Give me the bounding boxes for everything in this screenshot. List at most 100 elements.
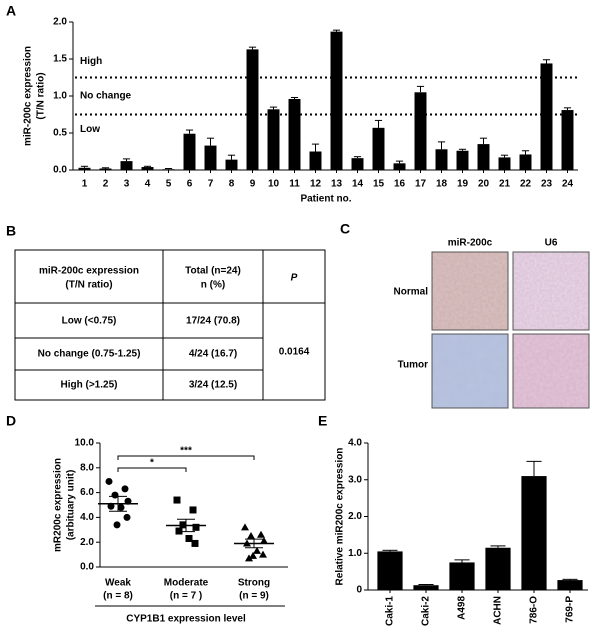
y-tick-label: 0.0	[53, 165, 67, 176]
bar	[351, 158, 364, 170]
point	[241, 523, 249, 531]
x-tick-label: Weak	[105, 578, 131, 589]
y-tick-label: 1.0	[53, 91, 67, 102]
ihc-texture	[432, 252, 508, 330]
column-label: U6	[545, 238, 558, 249]
point	[111, 491, 119, 499]
y-tick-label: 0	[356, 585, 362, 596]
table-header: miR-200c expression	[39, 266, 139, 277]
point	[257, 530, 265, 538]
x-tick-label: Strong	[238, 578, 270, 589]
bar	[435, 149, 448, 170]
x-tick-label: 10	[268, 179, 280, 190]
point	[105, 477, 113, 485]
ihc-images: miR-200c U6 Normal Tumor	[394, 238, 590, 409]
ihc-texture	[513, 334, 589, 408]
x-tick-label: 22	[520, 179, 532, 190]
x-tick-note: (n = 9)	[239, 591, 269, 602]
x-axis-label: Patient no.	[300, 194, 351, 205]
significance-label: ***	[180, 446, 192, 457]
bar	[557, 580, 583, 590]
panel-label: A	[6, 3, 16, 19]
table-header: P	[291, 273, 298, 284]
y-tick-label: 4.0	[348, 438, 362, 449]
row-label: Tumor	[398, 360, 428, 371]
bar	[449, 562, 475, 590]
y-axis-label: mR200c expression	[53, 458, 64, 552]
bar	[561, 110, 574, 170]
annotation: No change	[80, 91, 132, 102]
bar	[162, 169, 175, 170]
y-axis-label: miR-200c expression	[23, 46, 34, 146]
panel-label: C	[340, 221, 350, 237]
bar	[377, 551, 403, 590]
x-tick-label: Caki-2	[421, 596, 432, 626]
table-cell: Low (<0.75)	[62, 316, 117, 327]
x-tick-label: 21	[499, 179, 511, 190]
point	[117, 503, 125, 511]
table-header: Total (n=24)	[185, 266, 241, 277]
bar	[456, 150, 469, 170]
x-tick-label: Caki-1	[385, 596, 396, 626]
x-tick-note: (n = 8)	[103, 591, 133, 602]
bar	[225, 159, 238, 170]
x-tick-label: 8	[229, 179, 235, 190]
table-cell: 4/24 (16.7)	[189, 349, 237, 360]
bar	[120, 161, 133, 170]
y-axis-label: (arbituary unit)	[66, 470, 77, 541]
bar	[414, 92, 427, 170]
y-tick-label: 10.0	[75, 438, 95, 449]
y-tick-label: 1.5	[53, 54, 67, 65]
point	[121, 485, 129, 493]
x-tick-label: 9	[250, 179, 256, 190]
point	[191, 539, 199, 547]
table-cell: 17/24 (70.8)	[186, 316, 240, 327]
point	[173, 496, 181, 504]
ihc-texture	[432, 334, 508, 408]
x-tick-note: (n = 7 )	[170, 591, 203, 602]
bar	[183, 133, 196, 170]
point	[253, 546, 261, 554]
x-tick-label: 17	[415, 179, 427, 190]
bar	[309, 151, 322, 170]
panel-label: D	[6, 413, 16, 429]
panel-label: B	[6, 223, 16, 239]
significance-bracket	[117, 455, 255, 460]
point	[259, 550, 267, 558]
x-tick-label: 2	[103, 179, 109, 190]
x-tick-label: 7	[208, 179, 214, 190]
x-axis-label: CYP1B1 expression level	[126, 614, 246, 625]
x-tick-label: 769-P	[565, 596, 576, 623]
x-tick-label: 13	[331, 179, 343, 190]
x-tick-label: 1	[82, 179, 88, 190]
annotation: High	[80, 56, 102, 67]
bar	[246, 49, 259, 170]
bar	[485, 547, 511, 590]
x-tick-label: 4	[145, 179, 151, 190]
table-cell: No change (0.75-1.25)	[38, 349, 141, 360]
point	[245, 554, 253, 562]
y-axis-label: (T/N ratio)	[36, 72, 47, 119]
point	[185, 534, 193, 542]
bar	[540, 63, 553, 170]
row-label: Normal	[394, 287, 429, 298]
x-tick-label: 14	[352, 179, 364, 190]
point	[249, 551, 257, 559]
bar	[413, 585, 439, 590]
annotation: Low	[80, 124, 100, 135]
table-cell: 0.0164	[279, 347, 310, 358]
bar	[288, 98, 301, 170]
bar	[141, 167, 154, 170]
significance-bracket	[117, 467, 187, 472]
table-header: (T/N ratio)	[65, 280, 112, 291]
bar	[393, 163, 406, 170]
x-tick-label: 24	[562, 179, 574, 190]
bar	[99, 168, 112, 170]
y-tick-label: 2.0	[348, 511, 362, 522]
y-tick-label: 0.5	[53, 128, 67, 139]
table-cell: 3/24 (12.5)	[189, 380, 237, 391]
ihc-texture	[513, 252, 589, 330]
x-tick-label: 20	[478, 179, 490, 190]
point	[247, 532, 255, 539]
